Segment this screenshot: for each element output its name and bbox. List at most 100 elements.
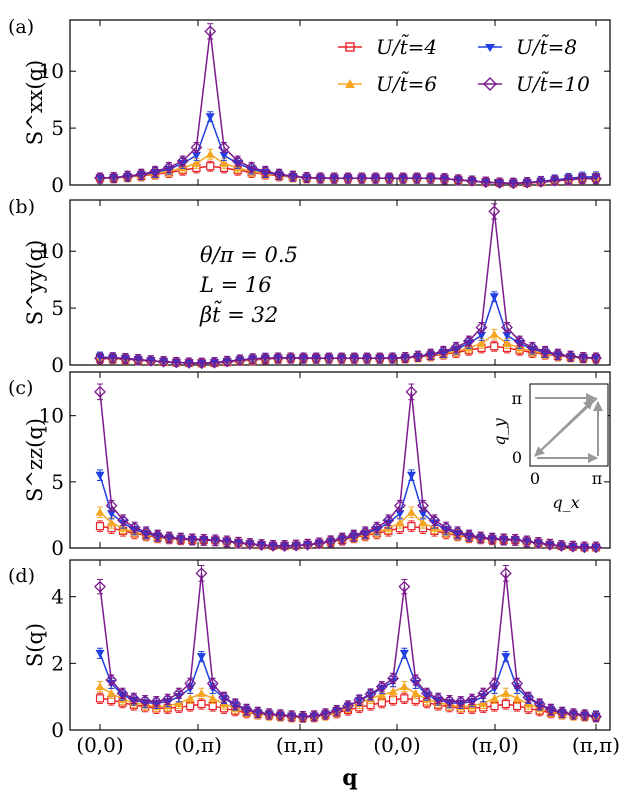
data-point (186, 533, 199, 546)
data-point (361, 352, 373, 365)
series-line (99, 211, 597, 365)
data-point (509, 533, 522, 546)
plot-frame (69, 199, 611, 366)
data-point (399, 649, 409, 658)
data-point (348, 352, 361, 365)
data-point (132, 353, 145, 366)
data-point (556, 706, 569, 719)
y-axis-label: S(q) (23, 623, 47, 667)
data-point (278, 540, 291, 552)
panel-label: (b) (8, 196, 35, 218)
data-point (176, 155, 189, 168)
data-point (107, 171, 120, 184)
inset-xlabel: q_x (552, 493, 579, 512)
data-point (94, 580, 106, 593)
param-theta: θ/π = 0.5 (200, 243, 298, 267)
series-line (99, 573, 597, 718)
data-point (576, 172, 589, 185)
data-point (196, 653, 206, 662)
data-point (463, 529, 476, 542)
data-point (95, 682, 105, 691)
data-point (395, 510, 405, 519)
data-point (95, 471, 105, 480)
data-point (95, 649, 105, 658)
data-point (475, 321, 488, 334)
data-point (424, 348, 437, 361)
data-point (548, 174, 561, 187)
data-point (185, 693, 195, 702)
data-point (121, 170, 134, 183)
data-point (532, 537, 545, 549)
data-point (437, 345, 450, 358)
data-point (407, 522, 416, 531)
data-point (197, 699, 206, 709)
inset-ytick-0: 0 (512, 448, 522, 467)
data-point (116, 687, 129, 700)
data-point (107, 518, 117, 527)
data-point (497, 533, 510, 546)
data-point (274, 709, 287, 721)
data-point (567, 708, 580, 720)
data-point (232, 536, 245, 549)
series-u10 (94, 383, 602, 554)
data-point (534, 175, 547, 188)
data-point (244, 538, 256, 550)
data-point (191, 151, 201, 160)
data-point (231, 155, 244, 168)
legend-label-u4: U/t̃=4 (376, 33, 437, 59)
data-point (151, 529, 164, 542)
data-point (478, 698, 488, 707)
legend: U/t̃=4 U/t̃=6 U/t̃=8 U/t̃=10 (338, 33, 590, 96)
data-point (578, 541, 591, 554)
data-point (555, 540, 568, 552)
data-point (174, 698, 184, 707)
data-point (578, 709, 591, 721)
data-point (397, 172, 410, 185)
data-point (405, 385, 418, 398)
data-point (324, 535, 337, 548)
data-point (428, 514, 441, 527)
data-point (195, 567, 208, 580)
data-point (245, 161, 258, 174)
data-point (406, 507, 416, 516)
y-tick-label: 10 (39, 404, 64, 428)
panel-label: (d) (8, 565, 35, 587)
panel-label: (a) (8, 16, 34, 38)
data-point (526, 341, 539, 354)
inset-ylabel: q_y (490, 417, 509, 445)
data-point (411, 688, 421, 697)
data-point (342, 700, 354, 712)
data-point (452, 173, 465, 186)
data-point (513, 335, 526, 348)
data-point (502, 331, 512, 340)
data-point (477, 687, 490, 700)
x-tick-labels: (0,0) (0,π) (π,π) (0,0) (π,0) (π,π) (76, 733, 620, 757)
data-point (393, 499, 406, 512)
data-point (135, 168, 148, 181)
data-point (162, 161, 175, 174)
data-point (191, 158, 201, 167)
data-point (255, 539, 268, 552)
data-point (297, 352, 310, 364)
data-point (190, 141, 203, 154)
data-point (209, 534, 222, 547)
data-point (144, 354, 157, 367)
data-point (105, 674, 118, 686)
y-tick-label: 4 (51, 585, 64, 609)
xtick-label-5: (π,π) (572, 733, 620, 757)
data-point (438, 172, 451, 185)
param-beta: βt̃ = 32 (199, 300, 278, 327)
data-point (323, 352, 335, 365)
data-point (94, 172, 106, 184)
data-point (150, 695, 163, 708)
data-point (564, 350, 577, 363)
data-point (285, 710, 298, 722)
xtick-label-4: (π,0) (471, 733, 519, 757)
inset-bz-path: π 0 0 π q_y q_x (490, 383, 609, 512)
data-point (170, 356, 183, 369)
data-point (466, 175, 478, 187)
data-point (590, 352, 602, 364)
data-point (488, 205, 501, 218)
data-point (499, 567, 512, 580)
